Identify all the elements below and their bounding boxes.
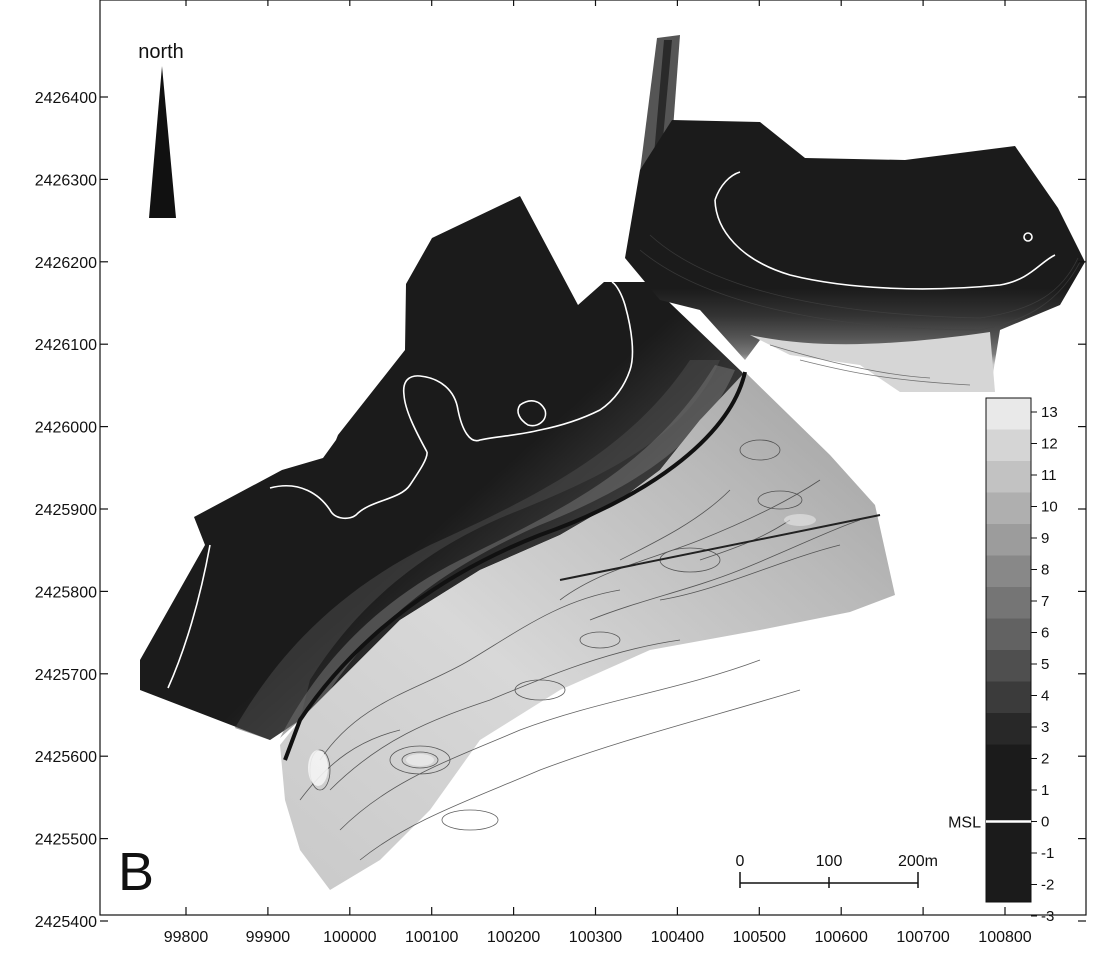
x-tick-label: 100400 [651, 929, 704, 946]
legend-swatch [986, 839, 1031, 871]
legend-level-label: 12 [1041, 436, 1058, 453]
legend-swatch [986, 398, 1031, 430]
x-tick-label: 100600 [815, 929, 868, 946]
terrain-layer [140, 35, 1085, 890]
x-tick-label: 100100 [405, 929, 458, 946]
legend-level-label: 1 [1041, 782, 1049, 799]
legend-level-label: 13 [1041, 404, 1058, 421]
x-tick-label: 99800 [164, 929, 209, 946]
legend-swatch [986, 807, 1031, 840]
y-tick-label: 2425900 [35, 502, 97, 519]
x-tick-label: 99900 [246, 929, 291, 946]
legend-level-label: 4 [1041, 688, 1049, 705]
legend-swatch [986, 461, 1031, 493]
panel-label: B [118, 842, 154, 902]
y-tick-label: 2426400 [35, 90, 97, 107]
shoreline [283, 371, 747, 761]
bay-sand [750, 332, 995, 392]
legend-level-label: -2 [1041, 877, 1054, 894]
legend-swatch [986, 429, 1031, 462]
y-tick-label: 2425800 [35, 584, 97, 601]
legend-swatch [986, 650, 1031, 682]
scale-label-200m: 200m [898, 853, 938, 870]
legend-swatch [986, 870, 1031, 903]
legend-swatch [986, 555, 1031, 588]
y-tick-label: 2426300 [35, 172, 97, 189]
legend-level-label: -1 [1041, 845, 1054, 862]
x-tick-label: 100000 [323, 929, 376, 946]
x-axis: 99800 99900 100000 100100 100200 100300 100400… [164, 0, 1032, 946]
legend-swatch [986, 618, 1031, 651]
y-tick-label: 2425600 [35, 749, 97, 766]
x-tick-label: 100200 [487, 929, 540, 946]
beach-contours [299, 439, 861, 861]
north-label: north [138, 41, 184, 63]
legend-swatch [986, 587, 1031, 619]
legend-level-label: 9 [1041, 530, 1049, 547]
y-tick-label: 2425700 [35, 667, 97, 684]
x-tick-label: 100800 [978, 929, 1031, 946]
legend-swatch [986, 492, 1031, 525]
legend-level-label: 8 [1041, 562, 1049, 579]
shelf-band-2 [280, 365, 735, 738]
msl-label: MSL [948, 815, 981, 832]
legend-level-label: 5 [1041, 656, 1049, 673]
y-tick-label: 2425500 [35, 832, 97, 849]
legend-level-label: -3 [1041, 908, 1054, 925]
north-arrow-icon [149, 66, 176, 218]
x-tick-label: 100300 [569, 929, 622, 946]
y-axis: 2426400 2426300 2426200 2426100 2426000 24259… [35, 90, 1086, 931]
legend-swatch [986, 713, 1031, 745]
legend-level-label: 7 [1041, 593, 1049, 610]
y-tick-label: 2425400 [35, 914, 97, 931]
y-tick-label: 2426100 [35, 337, 97, 354]
bay-contours [639, 234, 1081, 386]
scale-label-100: 100 [816, 853, 843, 870]
beach-track [559, 514, 881, 581]
x-tick-label: 100500 [733, 929, 786, 946]
legend-swatch [986, 776, 1031, 808]
north-arrow: north [138, 41, 184, 218]
legend-level-label: 0 [1041, 814, 1049, 831]
scale-label-0: 0 [736, 853, 745, 870]
seabed-deep [140, 196, 745, 740]
legend-level-label: 11 [1041, 467, 1057, 484]
msl-contours [167, 171, 1056, 689]
y-tick-label: 2426200 [35, 255, 97, 272]
legend-level-label: 3 [1041, 719, 1049, 736]
legend-swatch [986, 744, 1031, 777]
legend-level-label: 2 [1041, 751, 1049, 768]
legend-level-label: 6 [1041, 625, 1049, 642]
y-tick-label: 2426000 [35, 420, 97, 437]
scale-bar: 0 100 200m [736, 853, 938, 888]
bay-basin [625, 120, 1085, 392]
legend-level-label: 10 [1041, 499, 1058, 516]
shelf-band-1 [235, 360, 720, 740]
x-tick-label: 100700 [896, 929, 949, 946]
legend-swatch [986, 681, 1031, 714]
legend-swatch [986, 524, 1031, 556]
